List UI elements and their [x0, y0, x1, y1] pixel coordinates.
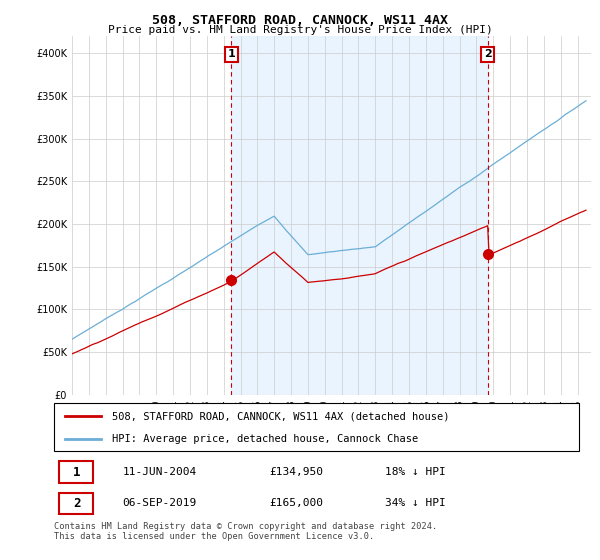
Text: £165,000: £165,000: [269, 498, 323, 508]
Text: HPI: Average price, detached house, Cannock Chase: HPI: Average price, detached house, Cann…: [112, 434, 418, 444]
Text: Price paid vs. HM Land Registry's House Price Index (HPI): Price paid vs. HM Land Registry's House …: [107, 25, 493, 35]
Text: 1: 1: [227, 49, 235, 59]
Text: 2: 2: [73, 497, 80, 510]
Text: 18% ↓ HPI: 18% ↓ HPI: [385, 467, 445, 477]
Text: Contains HM Land Registry data © Crown copyright and database right 2024.
This d: Contains HM Land Registry data © Crown c…: [54, 522, 437, 542]
Text: 508, STAFFORD ROAD, CANNOCK, WS11 4AX (detached house): 508, STAFFORD ROAD, CANNOCK, WS11 4AX (d…: [112, 411, 449, 421]
Text: £134,950: £134,950: [269, 467, 323, 477]
FancyBboxPatch shape: [59, 493, 94, 514]
Text: 06-SEP-2019: 06-SEP-2019: [122, 498, 197, 508]
Text: 1: 1: [73, 465, 80, 479]
Text: 34% ↓ HPI: 34% ↓ HPI: [385, 498, 445, 508]
FancyBboxPatch shape: [59, 461, 94, 483]
Text: 508, STAFFORD ROAD, CANNOCK, WS11 4AX: 508, STAFFORD ROAD, CANNOCK, WS11 4AX: [152, 14, 448, 27]
Text: 2: 2: [484, 49, 491, 59]
Bar: [232, 36, 488, 395]
Text: 11-JUN-2004: 11-JUN-2004: [122, 467, 197, 477]
